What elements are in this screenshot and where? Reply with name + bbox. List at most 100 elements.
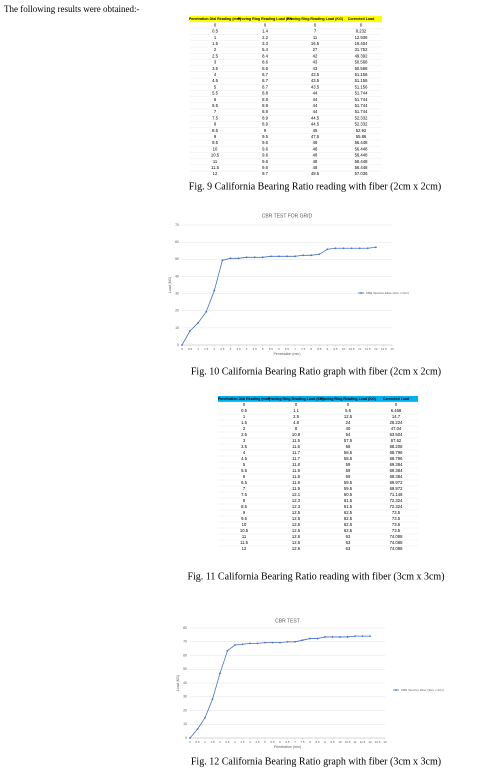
data-point xyxy=(264,641,266,644)
x-tick-label: 1.5 xyxy=(204,347,209,351)
data-point xyxy=(229,257,232,260)
table-cell: 74.088 xyxy=(390,540,403,545)
table-cell: 11.6 xyxy=(292,444,301,449)
caption: Fig. 11 California Bearing Ratio reading… xyxy=(187,571,444,582)
x-tick-label: 12.5 xyxy=(381,347,387,351)
table-cell: 73.5 xyxy=(392,516,401,521)
table-cell: 3 xyxy=(243,438,246,443)
y-tick-label: 70 xyxy=(175,223,179,227)
x-axis-label: Penetration (mm) xyxy=(274,745,301,749)
data-point xyxy=(361,635,364,638)
table-cell: 62.5 xyxy=(344,510,353,515)
data-point xyxy=(374,246,377,249)
table-cell: 57.5 xyxy=(344,438,353,443)
table-cell: 2 xyxy=(214,47,217,52)
table-cell: 9.5 xyxy=(262,134,268,139)
x-axis-label: Penetration (mm) xyxy=(273,352,300,356)
table-cell: 8.7 xyxy=(262,78,268,83)
table-cell: 67.62 xyxy=(391,438,402,443)
table-cell: 11 xyxy=(313,35,318,40)
table-cell: 11.5 xyxy=(240,540,249,545)
table-cell: 59 xyxy=(346,462,351,467)
table-cell: 5.5 xyxy=(241,468,247,473)
table-cell: 6.5 xyxy=(212,103,218,108)
table-cell: 51.156 xyxy=(355,72,368,77)
table-cell: 69.384 xyxy=(390,462,403,467)
table-cell: 8.9 xyxy=(262,122,268,127)
chart-title: CBR TEST xyxy=(275,618,300,624)
table-cell: 6.468 xyxy=(391,408,402,413)
table-cell: 10.5 xyxy=(240,528,249,533)
table-cell: 62.5 xyxy=(344,522,353,527)
table-cell: 28.224 xyxy=(390,420,403,425)
table-cell: 56.448 xyxy=(355,140,368,145)
table-cell: 48 xyxy=(313,140,318,145)
table-cell: 50.568 xyxy=(355,66,368,71)
table-cell: 14.7 xyxy=(392,414,401,419)
legend-marker xyxy=(395,689,397,691)
x-tick-label: 12.5 xyxy=(375,740,381,744)
y-tick-label: 0 xyxy=(177,343,179,347)
table-cell: 3.3 xyxy=(262,41,268,46)
y-tick-label: 40 xyxy=(175,274,179,278)
data-point xyxy=(286,255,288,258)
data-point xyxy=(316,637,319,640)
table-cell: 8.4 xyxy=(262,53,268,58)
x-tick-label: 0 xyxy=(189,740,191,744)
x-tick-label: 2 xyxy=(219,740,221,744)
data-point xyxy=(213,289,216,292)
table-cell: 11.8 xyxy=(292,474,301,479)
table-cell: 59.5 xyxy=(344,486,353,491)
data-point xyxy=(354,635,356,638)
data-point xyxy=(249,642,251,645)
data-point xyxy=(181,344,183,346)
x-tick-label: 1 xyxy=(204,740,206,744)
data-point xyxy=(279,641,281,644)
x-tick-label: 0.5 xyxy=(195,740,200,744)
table-cell: 54 xyxy=(346,432,351,437)
x-tick-label: 3 xyxy=(234,740,236,744)
table-cell: 5 xyxy=(243,462,246,467)
table-cell: 69.972 xyxy=(390,486,403,491)
table-header: Proving Ring Reading Load (KG) xyxy=(320,397,377,401)
x-tick-label: 8 xyxy=(309,740,311,744)
table-cell: 9.5 xyxy=(212,140,218,145)
table-cell: 8.8 xyxy=(262,97,268,102)
data-point xyxy=(331,636,334,638)
table-cell: 31.752 xyxy=(355,47,368,52)
x-tick-label: 8.5 xyxy=(315,740,320,744)
table-cell: 58 xyxy=(346,444,351,449)
table-cell: 0.5 xyxy=(241,408,247,413)
table-cell: 57.036 xyxy=(355,171,368,176)
x-tick-label: 4.5 xyxy=(253,347,258,351)
table-cell: 1.5 xyxy=(212,41,218,46)
data-point xyxy=(358,247,361,250)
x-tick-label: 11.5 xyxy=(365,347,371,351)
table-cell: 71.148 xyxy=(390,492,403,497)
table-cell: 0 xyxy=(295,402,298,407)
table-cell: 2 xyxy=(243,426,246,431)
y-tick-label: 20 xyxy=(183,708,187,712)
x-tick-label: 4 xyxy=(246,347,248,351)
table-cell: 69.384 xyxy=(390,474,403,479)
table-cell: 2.5 xyxy=(212,53,218,58)
table-cell: 44 xyxy=(313,97,318,102)
table-cell: 72.324 xyxy=(390,498,403,503)
table-cell: 5 xyxy=(214,84,217,89)
caption: Fig. 10 California Bearing Ratio graph w… xyxy=(191,366,441,377)
x-tick-label: 9 xyxy=(324,740,326,744)
table-cell: 4 xyxy=(214,72,217,77)
table-cell: 43.5 xyxy=(311,72,320,77)
table-cell: 48 xyxy=(313,159,318,164)
table-cell: 55.86 xyxy=(356,134,367,139)
x-tick-label: 3.5 xyxy=(240,740,245,744)
table-cell: 51.744 xyxy=(355,97,368,102)
y-tick-label: 30 xyxy=(183,695,187,699)
table-cell: 0 xyxy=(243,402,246,407)
table-cell: 2.5 xyxy=(241,432,247,437)
table-cell: 16.5 xyxy=(311,41,320,46)
table-cell: 50.568 xyxy=(355,60,368,65)
table-cell: 4.5 xyxy=(212,78,218,83)
y-tick-label: 20 xyxy=(175,309,179,313)
